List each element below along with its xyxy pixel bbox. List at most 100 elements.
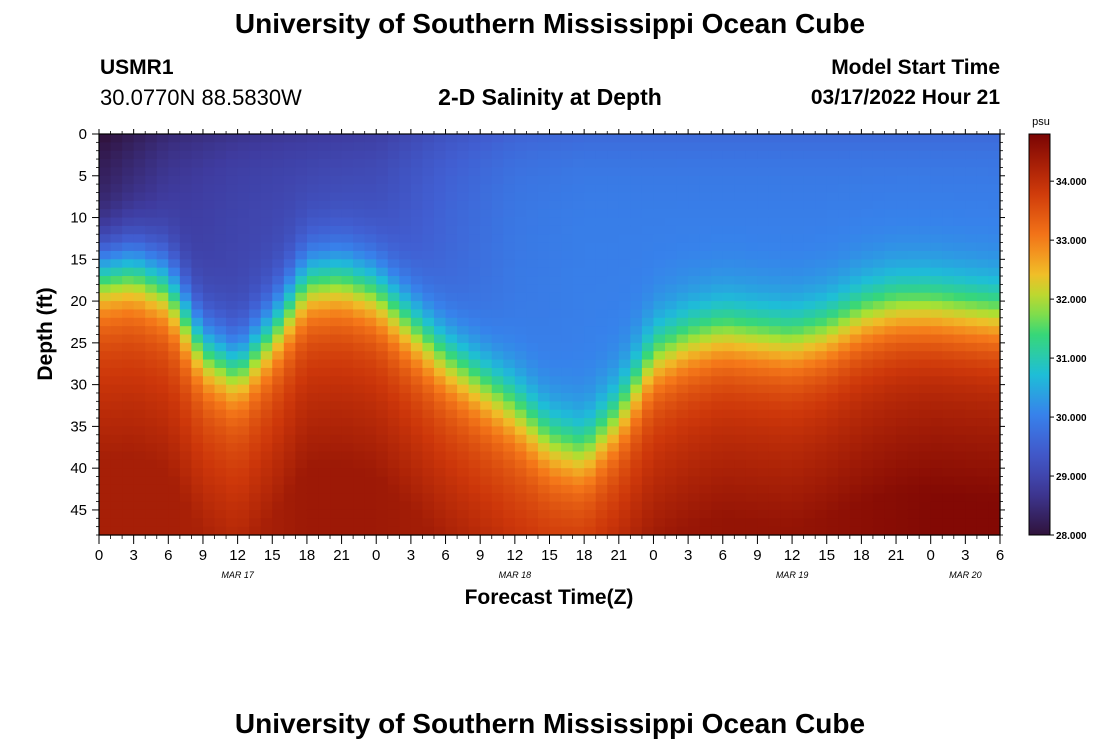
heatmap-cell bbox=[768, 184, 782, 194]
heatmap-cell bbox=[353, 451, 366, 461]
heatmap-cell bbox=[168, 342, 181, 352]
heatmap-cell bbox=[226, 418, 239, 427]
heatmap-cell bbox=[283, 259, 296, 269]
heatmap-cell bbox=[919, 134, 932, 143]
heatmap-cell bbox=[849, 217, 862, 227]
heatmap-cell bbox=[815, 184, 828, 194]
x-tick-label: 21 bbox=[610, 547, 627, 564]
heatmap-cell bbox=[734, 242, 747, 252]
heatmap-cell bbox=[711, 242, 724, 252]
heatmap-cell bbox=[861, 301, 874, 311]
heatmap-cell bbox=[514, 401, 527, 411]
heatmap-cell bbox=[237, 501, 250, 511]
heatmap-cell bbox=[641, 342, 655, 352]
heatmap-cell bbox=[468, 142, 481, 152]
heatmap-cell bbox=[249, 468, 262, 478]
heatmap-cell bbox=[353, 518, 366, 528]
heatmap-cell bbox=[676, 242, 689, 252]
heatmap-cell bbox=[595, 317, 608, 327]
heatmap-cell bbox=[179, 426, 193, 436]
heatmap-cell bbox=[768, 459, 782, 469]
heatmap-cell bbox=[376, 509, 389, 519]
heatmap-cell bbox=[445, 334, 458, 344]
heatmap-cell bbox=[722, 493, 735, 503]
heatmap-cell bbox=[537, 501, 551, 511]
heatmap-cell bbox=[433, 518, 447, 528]
heatmap-cell bbox=[734, 367, 747, 377]
heatmap-cell bbox=[133, 443, 146, 453]
heatmap-cell bbox=[699, 443, 712, 453]
heatmap-cell bbox=[399, 342, 412, 352]
heatmap-cell bbox=[99, 401, 112, 411]
heatmap-cell bbox=[792, 142, 805, 152]
heatmap-cell bbox=[168, 242, 181, 252]
heatmap-cell bbox=[410, 501, 424, 511]
heatmap-cell bbox=[364, 409, 377, 419]
heatmap-cell bbox=[168, 443, 181, 453]
heatmap-cell bbox=[896, 326, 909, 336]
heatmap-cell bbox=[249, 526, 262, 536]
heatmap-cell bbox=[607, 451, 620, 461]
heatmap-cell bbox=[641, 493, 655, 503]
heatmap-cell bbox=[457, 301, 470, 311]
heatmap-cell bbox=[699, 476, 712, 486]
heatmap-cell bbox=[792, 342, 805, 352]
heatmap-cell bbox=[884, 501, 897, 511]
heatmap-cell bbox=[745, 309, 759, 319]
heatmap-cell bbox=[364, 317, 377, 327]
heatmap-cell bbox=[283, 493, 296, 503]
heatmap-cell bbox=[318, 418, 331, 427]
heatmap-cell bbox=[272, 509, 285, 519]
heatmap-cell bbox=[537, 284, 551, 294]
heatmap-cell bbox=[191, 401, 204, 411]
heatmap-cell bbox=[179, 434, 193, 444]
heatmap-cell bbox=[907, 225, 920, 235]
heatmap-cell bbox=[849, 159, 862, 169]
heatmap-cell bbox=[641, 276, 655, 285]
heatmap-cell bbox=[861, 267, 874, 277]
heatmap-cell bbox=[665, 134, 678, 143]
heatmap-cell bbox=[561, 451, 574, 461]
heatmap-cell bbox=[919, 326, 932, 336]
heatmap-cell bbox=[445, 367, 458, 377]
heatmap-cell bbox=[514, 134, 527, 143]
heatmap-cell bbox=[318, 284, 331, 294]
heatmap-cell bbox=[561, 192, 574, 202]
heatmap-cell bbox=[699, 250, 712, 260]
heatmap-cell bbox=[734, 392, 747, 402]
heatmap-cell bbox=[283, 284, 296, 294]
heatmap-cell bbox=[514, 367, 527, 377]
heatmap-cell bbox=[722, 443, 735, 453]
heatmap-cell bbox=[318, 367, 331, 377]
heatmap-cell bbox=[445, 167, 458, 177]
heatmap-cell bbox=[630, 367, 643, 377]
heatmap-cell bbox=[526, 284, 539, 294]
heatmap-cell bbox=[364, 518, 377, 528]
heatmap-cell bbox=[410, 167, 424, 177]
heatmap-cell bbox=[145, 451, 158, 461]
heatmap-cell bbox=[757, 459, 770, 469]
heatmap-cell bbox=[168, 476, 181, 486]
heatmap-cell bbox=[295, 418, 308, 427]
heatmap-cell bbox=[376, 292, 389, 302]
heatmap-cell bbox=[907, 484, 920, 494]
heatmap-cell bbox=[133, 284, 146, 294]
heatmap-cell bbox=[572, 200, 585, 210]
heatmap-cell bbox=[283, 342, 296, 352]
heatmap-cell bbox=[988, 426, 1001, 436]
heatmap-cell bbox=[792, 309, 805, 319]
heatmap-cell bbox=[503, 309, 516, 319]
heatmap-cell bbox=[191, 225, 204, 235]
heatmap-cell bbox=[491, 459, 504, 469]
heatmap-cell bbox=[133, 334, 146, 344]
y-tick-label: 15 bbox=[70, 251, 87, 268]
heatmap-cell bbox=[433, 167, 447, 177]
heatmap-cell bbox=[561, 276, 574, 285]
heatmap-cell bbox=[191, 159, 204, 169]
heatmap-cell bbox=[514, 184, 527, 194]
heatmap-cell bbox=[306, 209, 320, 219]
heatmap-cell bbox=[526, 409, 539, 419]
heatmap-cell bbox=[896, 309, 909, 319]
heatmap-cell bbox=[838, 284, 851, 294]
heatmap-cell bbox=[399, 334, 412, 344]
